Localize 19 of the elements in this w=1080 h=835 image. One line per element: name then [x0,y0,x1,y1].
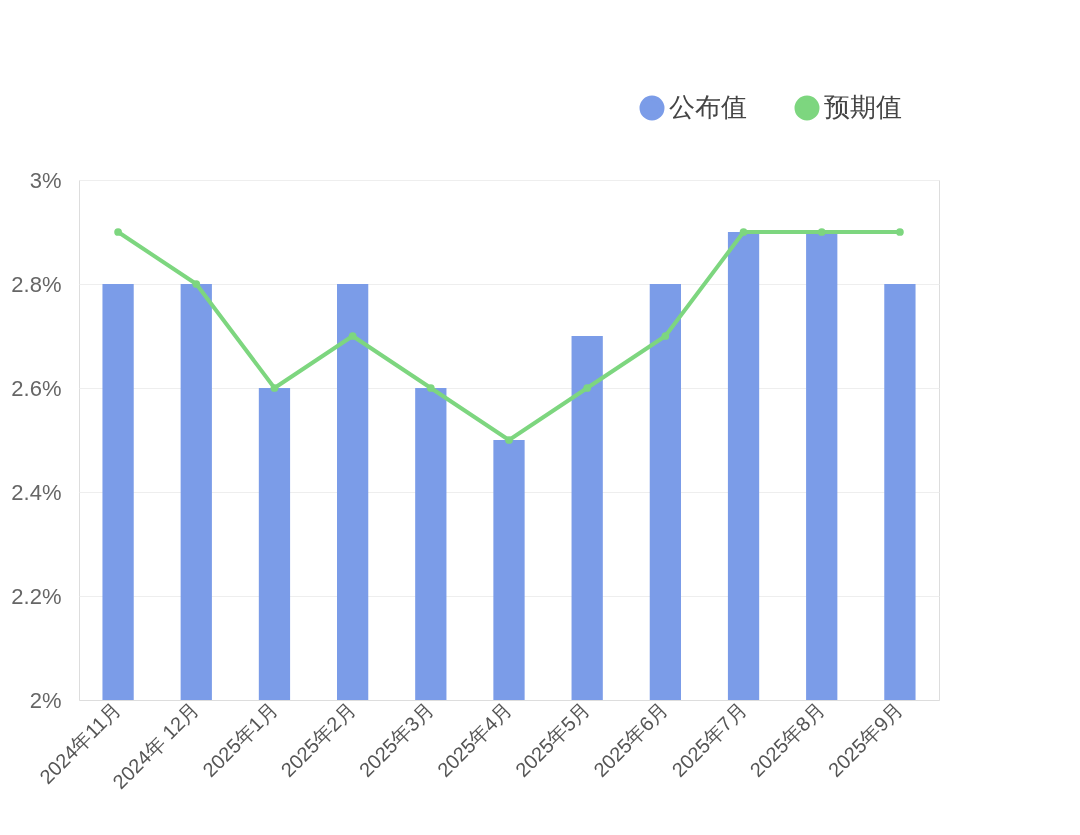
y-tick-label: 2% [29,687,62,713]
point [348,332,357,340]
point [505,436,513,444]
point [739,228,748,236]
legend-label: 预期值 [824,92,902,122]
point [896,228,904,236]
y-tick-label: 2.8% [11,271,62,297]
point [114,228,122,236]
point [817,228,826,236]
y-tick-label: 3% [29,167,62,193]
y-tick-label: 2.2% [11,583,62,609]
y-tick-label: 2.4% [11,479,62,505]
point [192,280,201,288]
y-tick-label: 2.6% [11,375,62,401]
point [661,332,670,340]
point [270,384,279,392]
point [426,384,435,392]
legend-label: 公布值 [669,92,747,122]
point [583,384,592,392]
